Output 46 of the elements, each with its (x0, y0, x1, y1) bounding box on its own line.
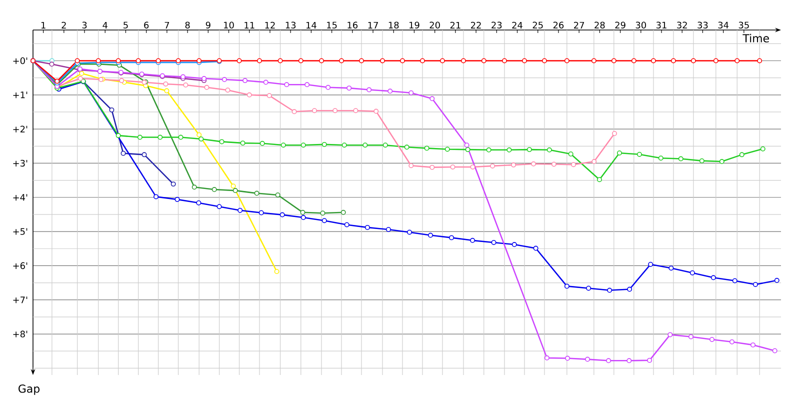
x-tick-label: 7 (164, 22, 170, 28)
x-tick-label: 26 (553, 22, 564, 28)
x-tick-label: 29 (615, 22, 626, 28)
x-tick-label: 18 (388, 22, 399, 28)
x-tick-label: 22 (470, 22, 481, 28)
x-tick-label: 19 (409, 22, 420, 28)
x-tick-label: 1 (41, 22, 46, 28)
x-tick-label: 35 (738, 22, 749, 28)
x-tick-label: 9 (206, 22, 210, 28)
y-tick-label: +5' (13, 228, 28, 235)
x-tick-label: 31 (656, 22, 666, 28)
x-tick-label: 25 (532, 22, 543, 28)
x-axis-title: Time (742, 34, 769, 42)
x-tick-label: 16 (348, 22, 358, 28)
x-tick-label: 24 (512, 22, 522, 28)
x-tick-label: 13 (286, 22, 296, 28)
y-tick-label: +2' (13, 126, 28, 132)
y-tick-label: +6' (13, 262, 28, 270)
x-tick-label: 11 (244, 22, 254, 28)
x-tick-label: 23 (492, 22, 502, 28)
x-tick-label: 34 (718, 22, 729, 28)
x-tick-label: 4 (102, 22, 108, 28)
x-tick-label: 20 (430, 22, 440, 28)
y-tick-label: +1' (13, 92, 28, 98)
x-tick-label: 28 (594, 22, 605, 28)
x-tick-label: 5 (124, 22, 128, 28)
y-tick-label: +3' (13, 160, 28, 167)
x-tick-label: 2 (62, 22, 66, 28)
x-tick-label: 3 (82, 22, 87, 28)
y-tick-label: +0' (13, 57, 28, 64)
x-tick-label: 33 (698, 22, 708, 28)
x-tick-label: 14 (306, 22, 316, 28)
y-tick-label: +8' (13, 330, 28, 338)
x-tick-label: 27 (574, 22, 584, 28)
y-tick-label: +7' (13, 296, 28, 304)
x-tick-label: 6 (144, 22, 149, 28)
x-tick-label: 32 (677, 22, 687, 28)
y-tick-label: +4' (13, 194, 28, 201)
x-tick-label: 21 (450, 22, 460, 28)
x-tick-label: 30 (636, 22, 646, 28)
x-tick-label: 10 (224, 22, 234, 28)
x-tick-label: 15 (327, 22, 337, 28)
x-tick-label: 8 (185, 22, 190, 28)
y-axis-title: Gap (18, 384, 40, 395)
x-tick-label: 17 (368, 22, 378, 28)
x-tick-label: 12 (265, 22, 275, 28)
